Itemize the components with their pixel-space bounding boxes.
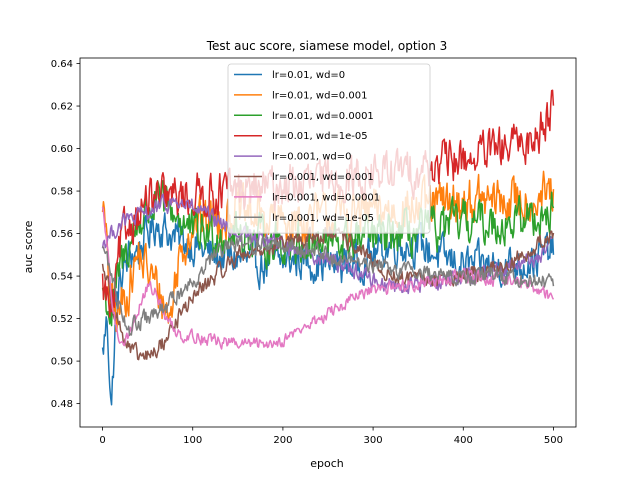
y-tick-label: 0.64 <box>51 59 73 70</box>
y-axis-label: auc score <box>22 220 35 273</box>
y-tick-label: 0.54 <box>51 272 73 283</box>
x-axis-label: epoch <box>310 457 344 470</box>
legend-label-4: lr=0.01, wd=1e-05 <box>272 131 368 142</box>
x-tick-label: 0 <box>99 435 105 446</box>
y-tick-label: 0.58 <box>51 187 73 198</box>
legend-label-1: lr=0.01, wd=0 <box>272 70 345 81</box>
y-tick-label: 0.52 <box>51 314 73 325</box>
x-tick-label: 100 <box>183 435 202 446</box>
legend: lr=0.01, wd=0 lr=0.01, wd=0.001 lr=0.01, w… <box>227 63 431 234</box>
legend-box <box>227 63 431 234</box>
legend-label-7: lr=0.001, wd=0.0001 <box>272 192 380 203</box>
chart-title: Test auc score, siamese model, option 3 <box>206 39 448 53</box>
y-tick-label: 0.62 <box>51 102 73 113</box>
series-line-8 <box>101 234 555 337</box>
y-tick-label: 0.60 <box>51 144 73 155</box>
y-tick-label: 0.56 <box>51 229 73 240</box>
x-tick-label: 300 <box>364 435 383 446</box>
axes-frame <box>79 57 577 428</box>
x-tick-label: 500 <box>544 435 563 446</box>
y-tick-label: 0.48 <box>51 399 73 410</box>
y-tick-label: 0.50 <box>51 357 73 368</box>
series-line-7 <box>101 206 555 350</box>
legend-label-2: lr=0.01, wd=0.001 <box>272 90 367 101</box>
legend-label-5: lr=0.001, wd=0 <box>272 152 352 163</box>
legend-label-3: lr=0.01, wd=0.0001 <box>272 111 374 122</box>
plot-area: 0 100 200 300 400 500 0.48 0.50 0.52 0.54 0.56 0.58… <box>51 57 577 446</box>
x-tick-label: 400 <box>454 435 473 446</box>
series-lines <box>101 89 555 406</box>
legend-label-8: lr=0.001, wd=1e-05 <box>272 213 374 224</box>
legend-label-6: lr=0.001, wd=0.001 <box>272 172 374 183</box>
x-tick-label: 200 <box>273 435 292 446</box>
